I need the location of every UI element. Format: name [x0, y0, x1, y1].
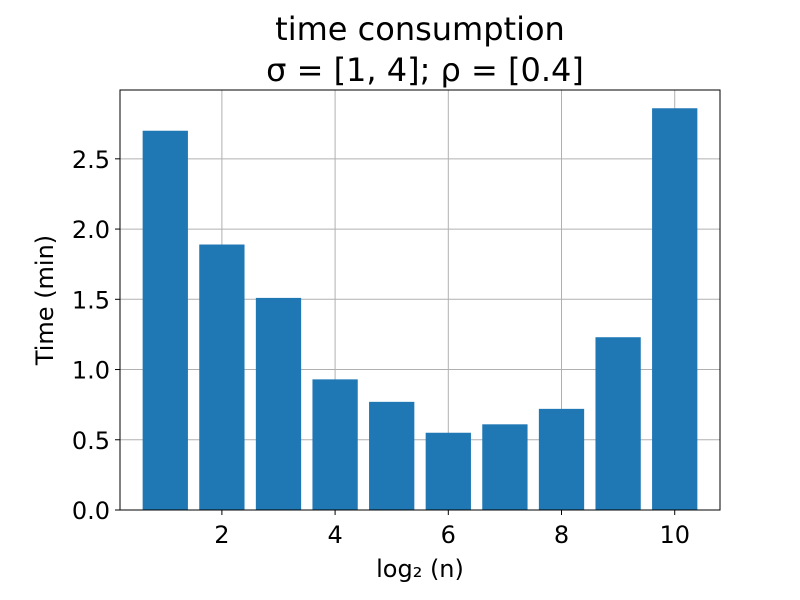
bar [425, 432, 471, 510]
x-tick-label: 8 [554, 521, 569, 549]
y-tick-label: 1.0 [72, 357, 110, 385]
bar [538, 408, 585, 510]
bar [595, 337, 641, 510]
x-tick-label: 6 [441, 521, 456, 549]
bar [312, 379, 358, 510]
bar [142, 130, 188, 510]
bar [369, 401, 415, 510]
y-tick-label: 0.0 [72, 497, 110, 525]
bar [482, 424, 528, 510]
x-tick-label: 10 [659, 521, 690, 549]
bars [142, 108, 698, 511]
y-tick-label: 0.5 [72, 427, 110, 455]
x-tick-label: 2 [214, 521, 229, 549]
y-tick-label: 1.5 [72, 286, 110, 314]
plot-frame [119, 89, 721, 511]
x-axis-label: log₂ (n) [376, 555, 464, 583]
x-tick-label: 4 [327, 521, 342, 549]
y-axis: 0.0 0.5 1.0 1.5 2.0 2.5 [72, 146, 120, 525]
bar [199, 244, 245, 510]
chart-subtitle: σ = [1, 4]; ρ = [0.4] [266, 51, 584, 89]
x-axis: 2 4 6 8 10 [214, 510, 690, 549]
bar [255, 297, 302, 510]
bar [652, 108, 698, 511]
y-tick-label: 2.5 [72, 146, 110, 174]
chart-title: time consumption [275, 10, 565, 48]
y-tick-label: 2.0 [72, 216, 110, 244]
y-axis-label: Time (min) [31, 235, 59, 366]
